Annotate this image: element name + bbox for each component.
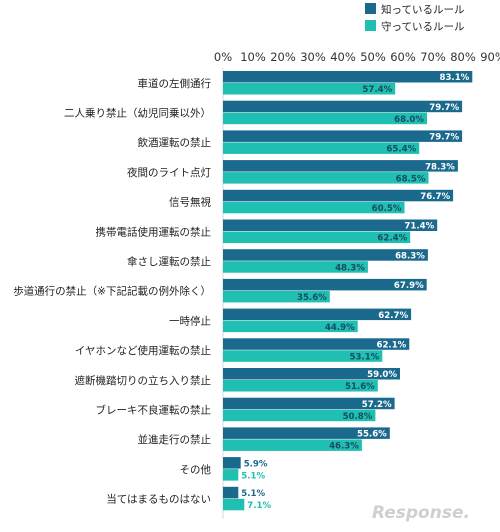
x-tick-label: 0% — [214, 50, 232, 64]
x-tick-label: 40% — [330, 50, 356, 64]
x-tick-label: 80% — [450, 50, 476, 64]
bar-known — [223, 278, 427, 291]
data-label: 57.2% — [362, 400, 392, 410]
data-label: 62.1% — [376, 341, 406, 351]
bar-followed — [223, 409, 376, 422]
bar-followed — [223, 380, 378, 392]
bar-known — [223, 427, 390, 439]
data-label: 62.4% — [377, 234, 407, 244]
data-label: 5.1% — [241, 489, 265, 499]
data-label: 55.6% — [357, 430, 387, 440]
data-label: 35.6% — [297, 293, 327, 303]
data-label: 44.9% — [325, 323, 355, 333]
bar-known — [223, 160, 458, 172]
category-label: イヤホンなど使用運転の禁止 — [75, 344, 211, 357]
category-label: 飲酒運転の禁止 — [138, 136, 212, 149]
data-label: 50.8% — [343, 412, 373, 422]
category-label: 一時停止 — [169, 314, 211, 327]
bar-followed — [223, 201, 405, 214]
bar-known — [223, 486, 239, 499]
bar-followed — [223, 83, 396, 95]
category-label: 並進走行の禁止 — [138, 433, 212, 446]
bar-known — [223, 368, 400, 380]
data-label: 57.4% — [362, 85, 392, 95]
bar-followed — [223, 290, 330, 303]
data-label: 68.0% — [394, 115, 424, 125]
x-tick-label: 90% — [480, 50, 500, 64]
x-tick-label: 70% — [420, 50, 446, 64]
data-label: 48.3% — [335, 263, 365, 273]
category-label: 当てはまるものはない — [106, 493, 211, 506]
data-label: 51.6% — [345, 382, 375, 392]
category-label: 歩道通行の禁止（※下記記載の例外除く） — [13, 285, 211, 298]
category-label: 信号無視 — [169, 196, 211, 209]
data-label: 78.3% — [425, 162, 455, 172]
data-label: 46.3% — [329, 442, 359, 452]
data-label: 79.7% — [429, 133, 459, 143]
category-label: 傘さし運転の禁止 — [127, 256, 211, 268]
category-label: 遮断機踏切りの立ち入り禁止 — [75, 374, 212, 387]
data-label: 5.9% — [244, 459, 268, 469]
data-label: 62.7% — [378, 311, 408, 321]
bar-known — [223, 338, 410, 350]
bar-known — [223, 219, 438, 231]
x-tick-label: 50% — [360, 50, 386, 64]
bar-followed — [223, 320, 358, 333]
data-label: 59.0% — [367, 370, 397, 380]
legend-label-0: 知っているルール — [381, 3, 464, 16]
x-tick-label: 20% — [270, 50, 296, 64]
bar-followed — [223, 231, 411, 243]
bar-followed — [223, 112, 427, 125]
category-label: 二人乗り禁止（幼児同乗以外） — [64, 106, 211, 119]
bar-known — [223, 100, 463, 113]
bar-known — [223, 457, 241, 469]
bar-followed — [223, 142, 420, 154]
category-label: 携帯電話使用運転の禁止 — [96, 225, 212, 238]
bar-followed — [223, 498, 245, 511]
bar-known — [223, 189, 454, 202]
data-label: 53.1% — [349, 353, 379, 363]
data-label: 65.4% — [386, 145, 416, 155]
data-label: 67.9% — [394, 281, 424, 291]
bar-known — [223, 130, 463, 142]
bar-known — [223, 249, 428, 261]
x-tick-label: 10% — [240, 50, 266, 64]
watermark-logo: Response. — [372, 503, 470, 523]
category-label: その他 — [180, 463, 212, 476]
bar-known — [223, 71, 473, 83]
x-tick-label: 30% — [300, 50, 326, 64]
data-label: 71.4% — [404, 222, 434, 232]
bar-known — [223, 397, 395, 410]
bar-followed — [223, 350, 383, 362]
bar-followed — [223, 469, 239, 481]
data-label: 5.1% — [241, 471, 265, 481]
data-label: 68.3% — [395, 251, 425, 261]
category-label: ブレーキ不良運転の禁止 — [96, 403, 212, 416]
data-label: 60.5% — [372, 204, 402, 214]
data-label: 68.5% — [396, 174, 426, 184]
x-tick-label: 60% — [390, 50, 416, 64]
legend-swatch-0 — [365, 3, 376, 14]
bar-followed — [223, 172, 429, 184]
bar-followed — [223, 261, 368, 273]
data-label: 83.1% — [439, 73, 469, 83]
data-label: 79.7% — [429, 103, 459, 113]
legend-label-1: 守っているルール — [381, 20, 464, 33]
data-label: 76.7% — [420, 192, 450, 202]
category-label: 車道の左側通行 — [138, 77, 212, 90]
category-label: 夜間のライト点灯 — [127, 166, 211, 179]
data-label: 7.1% — [247, 501, 271, 511]
bar-known — [223, 308, 412, 321]
bar-followed — [223, 439, 362, 451]
legend-swatch-1 — [365, 20, 376, 31]
bars: 83.1% 57.4% 79.7% 68.0% 79.7% 65.4% 78.3% 68.5%… — [223, 71, 473, 511]
